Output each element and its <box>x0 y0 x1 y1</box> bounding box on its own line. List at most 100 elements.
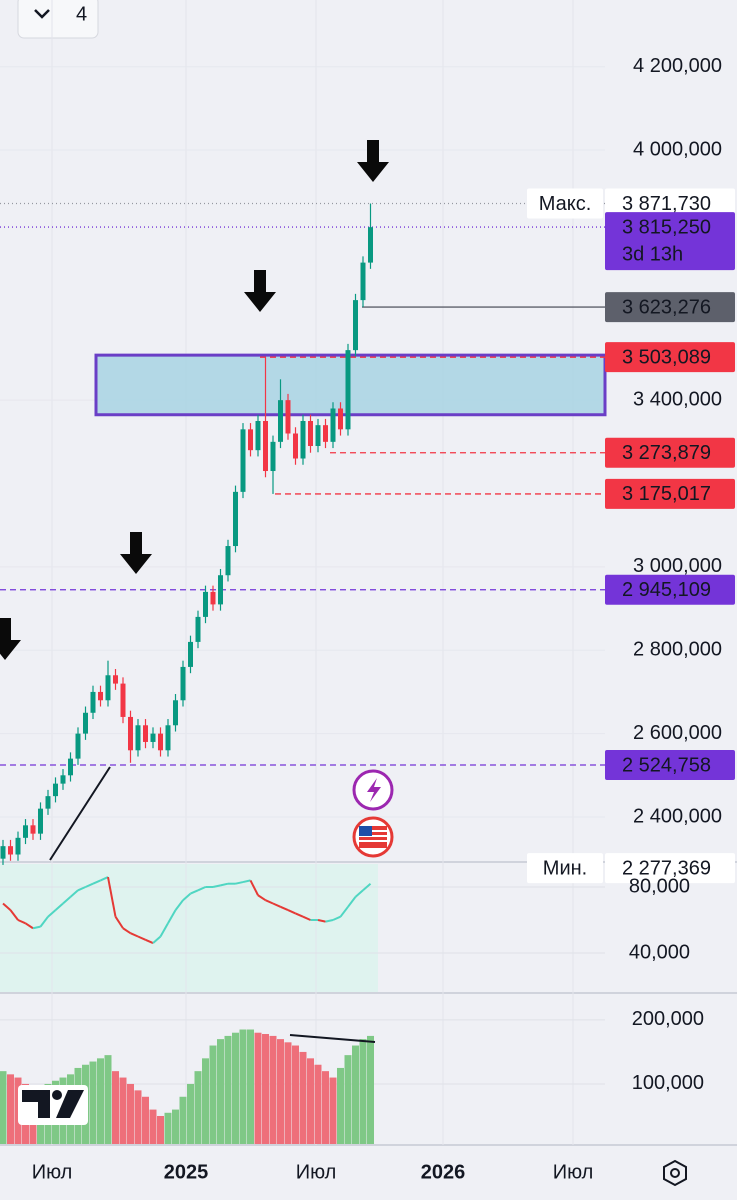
candle-body <box>23 825 28 838</box>
oscillator-segment <box>265 899 274 905</box>
volume-bar <box>247 1029 254 1144</box>
interval-button[interactable] <box>17 0 99 39</box>
volume-bar <box>127 1083 134 1144</box>
oscillator-segment <box>2 902 12 911</box>
volume-bar <box>322 1071 329 1144</box>
oscillator-segment <box>174 899 184 911</box>
price-tag-label: 3 503,089 <box>622 346 711 368</box>
oscillator-segment <box>235 881 244 885</box>
oscillator-segment <box>302 915 311 921</box>
candle-body <box>8 846 13 855</box>
price-tag <box>605 574 735 605</box>
candle-body <box>233 491 238 547</box>
volume-bar <box>104 1055 112 1144</box>
oscillator-segment <box>212 884 221 888</box>
candle-body <box>240 429 246 492</box>
oscillator-band <box>0 864 378 992</box>
y-tick-label: 2 600,000 <box>633 722 722 744</box>
settings-icon[interactable] <box>663 1159 687 1187</box>
oscillator-segment <box>17 919 26 925</box>
oscillator-segment <box>339 906 349 918</box>
logo <box>18 1085 88 1125</box>
volume-bar <box>209 1045 217 1144</box>
y-tick-label: 4 200,000 <box>633 55 722 77</box>
candle-body <box>45 796 51 809</box>
price-tag-label: 3 815,250 <box>622 216 711 238</box>
oscillator-segment <box>332 915 341 921</box>
price-tag <box>605 212 735 271</box>
oscillator-segment <box>347 896 357 908</box>
oscillator-segment <box>362 882 372 892</box>
price-tag <box>605 437 735 468</box>
candle-body <box>0 846 6 859</box>
candle-body <box>278 400 283 442</box>
candle-body <box>345 350 351 430</box>
oscillator-segment <box>220 882 229 887</box>
logo-slash <box>56 1090 84 1118</box>
event-icon[interactable] <box>352 769 394 811</box>
price-tag <box>605 188 735 219</box>
y-tick-label: 3 000,000 <box>633 555 722 577</box>
oscillator-segment <box>24 922 34 930</box>
candle-body <box>135 725 141 751</box>
candle-body <box>353 300 358 351</box>
oscillator-segment <box>47 909 57 918</box>
volume-bar <box>352 1045 359 1144</box>
lightning-icon <box>367 778 381 802</box>
price-tag-label: 3 871,730 <box>622 193 711 215</box>
x-tick-label: Июл <box>32 1161 73 1183</box>
news-icon[interactable] <box>352 816 394 858</box>
volume-bar <box>292 1045 299 1144</box>
candle-body <box>323 425 328 442</box>
candle-body <box>120 683 126 717</box>
volume-bar <box>89 1061 97 1144</box>
candle-body <box>225 546 231 576</box>
volume-bar <box>262 1033 269 1144</box>
candle-body <box>330 408 336 442</box>
volume-bar <box>344 1055 352 1144</box>
oscillator-segment <box>197 886 206 892</box>
arrows <box>0 140 389 660</box>
candle-body <box>30 825 36 834</box>
down-arrow <box>0 618 21 660</box>
oscillator-segment <box>182 892 192 901</box>
trend-line <box>49 766 111 861</box>
oscillator-segment <box>242 879 251 884</box>
oscillator-segment <box>77 886 86 892</box>
oscillator-segment <box>249 879 259 896</box>
oscillator-segment <box>257 894 267 902</box>
price-tag-name-bg <box>527 188 603 219</box>
volume-bar <box>0 1071 7 1144</box>
candle-body <box>83 712 88 734</box>
oscillator-segment <box>190 889 199 895</box>
candle-body <box>60 775 66 784</box>
candle-body <box>315 425 321 447</box>
toolbar[interactable]: 4 <box>17 0 99 39</box>
oscillator-segment <box>39 916 49 928</box>
volume-bar <box>157 1115 164 1144</box>
chevron-icon <box>34 9 50 19</box>
price-tag-label: 3 623,276 <box>622 296 711 318</box>
candle-body <box>165 725 171 751</box>
x-tick-label: Июл <box>296 1161 337 1183</box>
logo-dot <box>52 1090 62 1100</box>
candle-body <box>98 691 103 701</box>
candle-body <box>38 808 43 834</box>
volume-bar <box>202 1058 209 1144</box>
candle-body <box>113 675 118 684</box>
candle-body <box>158 733 163 751</box>
candle-body <box>360 262 366 301</box>
volume-bar <box>277 1039 284 1144</box>
candle-body <box>368 227 373 263</box>
volume-bar <box>134 1090 142 1144</box>
oscillator-segment <box>295 912 304 918</box>
oscillator-segment <box>280 905 289 912</box>
toolbar-count: 4 <box>76 3 87 25</box>
oscillator-segment <box>9 909 19 921</box>
oscillator-segment <box>354 889 364 898</box>
candle-body <box>150 733 156 742</box>
volume-bar <box>119 1077 127 1144</box>
volume-bar <box>7 1074 14 1144</box>
oscillator-segment <box>167 909 177 924</box>
